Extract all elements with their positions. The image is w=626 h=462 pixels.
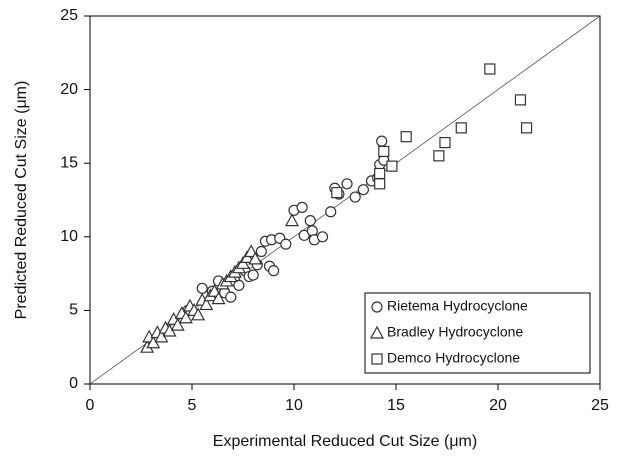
legend-marker bbox=[371, 301, 383, 313]
point bbox=[376, 135, 388, 147]
point bbox=[400, 131, 412, 143]
legend-box bbox=[364, 292, 591, 374]
point bbox=[374, 178, 386, 190]
legend-label: Rietema Hydrocyclone bbox=[387, 298, 528, 314]
point bbox=[304, 215, 316, 227]
y-tick-label: 15 bbox=[60, 154, 78, 171]
point bbox=[296, 201, 308, 213]
point bbox=[514, 94, 527, 106]
y-tick-label: 20 bbox=[60, 81, 78, 98]
x-tick-label: 0 bbox=[86, 397, 95, 414]
y-tick-label: 10 bbox=[60, 228, 78, 245]
point bbox=[349, 191, 361, 203]
x-tick-label: 15 bbox=[387, 397, 405, 414]
point bbox=[178, 310, 193, 324]
y-tick-label: 0 bbox=[69, 375, 78, 392]
point bbox=[331, 187, 343, 199]
x-tick-label: 20 bbox=[489, 397, 507, 414]
point bbox=[247, 269, 259, 281]
point bbox=[439, 136, 451, 149]
point bbox=[378, 145, 390, 158]
point bbox=[520, 122, 533, 134]
y-tick-label: 5 bbox=[69, 302, 78, 319]
legend-label: Bradley Hydrocyclone bbox=[387, 324, 523, 340]
point bbox=[268, 265, 280, 277]
point bbox=[255, 245, 267, 258]
point bbox=[196, 282, 208, 294]
legend-marker bbox=[369, 325, 385, 339]
point bbox=[191, 307, 206, 321]
x-tick-label: 25 bbox=[591, 397, 609, 414]
y-axis-label: Predicted Reduced Cut Size (μm) bbox=[13, 81, 30, 320]
point bbox=[199, 297, 214, 311]
point bbox=[248, 251, 263, 265]
x-tick-label: 10 bbox=[285, 397, 303, 414]
point bbox=[284, 213, 299, 227]
point bbox=[374, 167, 386, 180]
plot-frame bbox=[89, 15, 601, 385]
point bbox=[280, 238, 292, 250]
legend-marker bbox=[371, 353, 383, 365]
x-axis-label: Experimental Reduced Cut Size (μm) bbox=[213, 433, 477, 450]
x-tick-label: 5 bbox=[188, 397, 197, 414]
point bbox=[211, 291, 226, 305]
point bbox=[225, 291, 237, 303]
point bbox=[433, 150, 445, 162]
point bbox=[316, 231, 329, 243]
point bbox=[357, 184, 369, 196]
point bbox=[325, 206, 337, 218]
point bbox=[233, 279, 245, 291]
legend-label: Demco Hydrocyclone bbox=[387, 350, 520, 366]
y-tick-label: 25 bbox=[60, 7, 78, 24]
point bbox=[386, 160, 398, 172]
point bbox=[484, 63, 496, 75]
point bbox=[455, 122, 467, 134]
point bbox=[170, 317, 185, 331]
point bbox=[341, 178, 353, 190]
